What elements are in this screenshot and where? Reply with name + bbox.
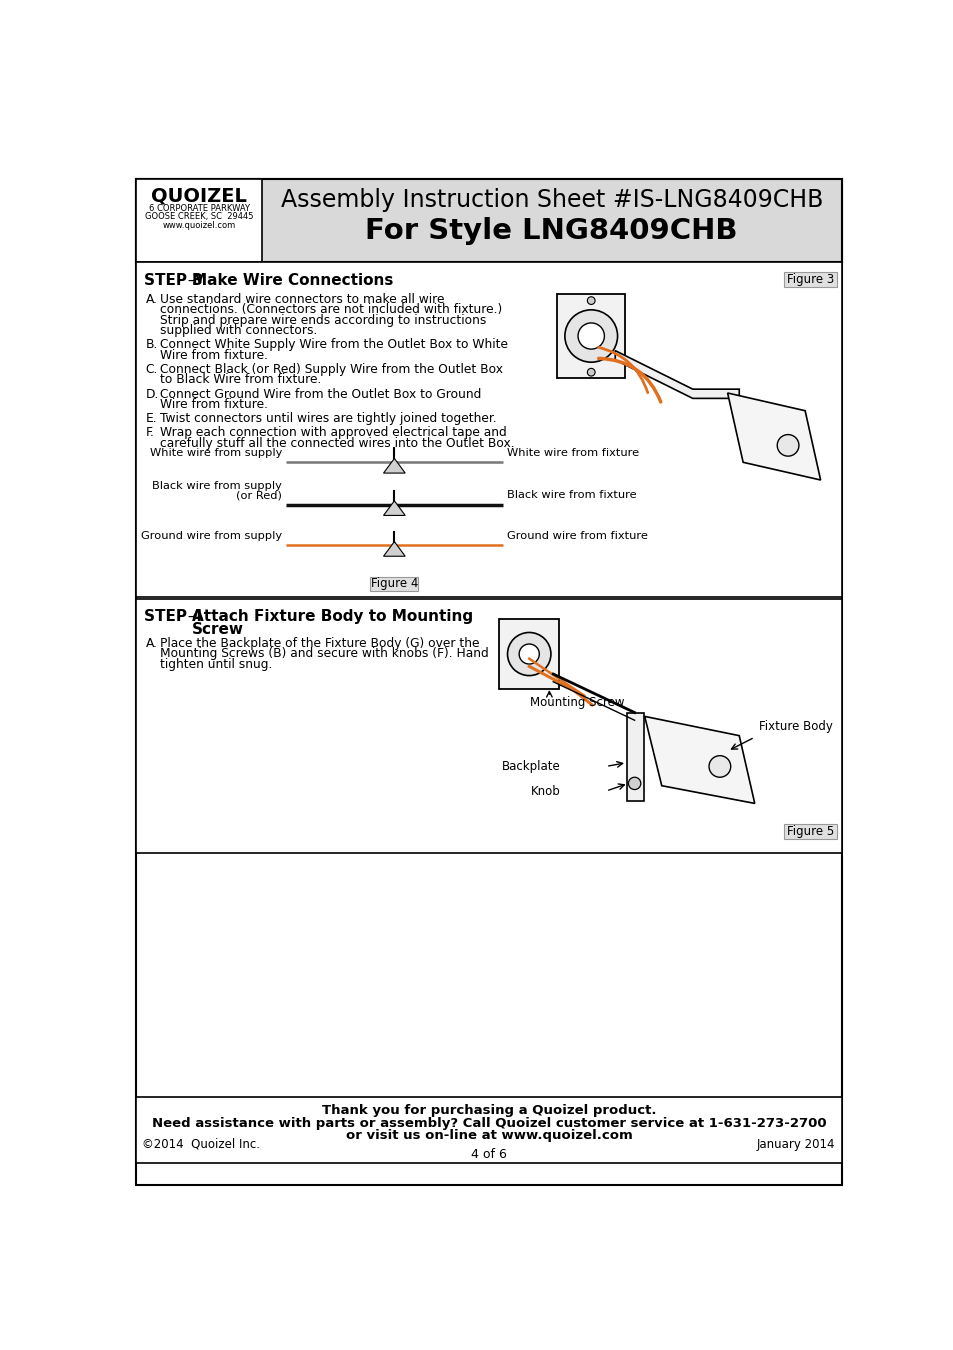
Text: E.: E. xyxy=(146,412,157,425)
Bar xyxy=(557,294,624,378)
Circle shape xyxy=(708,756,730,778)
Text: Ground wire from supply: Ground wire from supply xyxy=(141,531,282,541)
Text: Screw: Screw xyxy=(192,622,244,637)
Text: Connect White Supply Wire from the Outlet Box to White: Connect White Supply Wire from the Outle… xyxy=(159,339,507,351)
Text: White wire from fixture: White wire from fixture xyxy=(506,448,639,458)
Text: B.: B. xyxy=(146,339,158,351)
Text: connections. (Connectors are not included with fixture.): connections. (Connectors are not include… xyxy=(159,304,501,316)
Text: carefully stuff all the connected wires into the Outlet Box.: carefully stuff all the connected wires … xyxy=(159,437,514,450)
Circle shape xyxy=(564,310,617,362)
FancyArrowPatch shape xyxy=(598,358,660,402)
Bar xyxy=(783,273,836,286)
Text: STEP 4: STEP 4 xyxy=(144,609,203,624)
Text: Connect Black (or Red) Supply Wire from the Outlet Box: Connect Black (or Red) Supply Wire from … xyxy=(159,363,502,375)
Text: –: – xyxy=(183,609,200,624)
Circle shape xyxy=(777,435,798,456)
Text: Connect Ground Wire from the Outlet Box to Ground: Connect Ground Wire from the Outlet Box … xyxy=(159,387,480,401)
Polygon shape xyxy=(383,459,405,472)
Text: GOOSE CREEK, SC  29445: GOOSE CREEK, SC 29445 xyxy=(145,212,253,221)
Bar xyxy=(370,576,418,591)
Circle shape xyxy=(578,323,604,350)
Polygon shape xyxy=(615,351,739,398)
FancyArrowPatch shape xyxy=(598,347,647,393)
Text: Ground wire from fixture: Ground wire from fixture xyxy=(506,531,647,541)
Polygon shape xyxy=(383,541,405,556)
Text: Place the Backplate of the Fixture Body (G) over the: Place the Backplate of the Fixture Body … xyxy=(159,637,478,651)
Circle shape xyxy=(587,369,595,377)
Text: Wire from fixture.: Wire from fixture. xyxy=(159,398,267,410)
Polygon shape xyxy=(727,393,820,481)
Bar xyxy=(136,262,841,597)
Circle shape xyxy=(587,297,595,305)
Text: For Style LNG8409CHB: For Style LNG8409CHB xyxy=(365,217,738,246)
Text: F.: F. xyxy=(146,427,154,440)
Text: D.: D. xyxy=(146,387,159,401)
Bar xyxy=(136,1096,841,1162)
Text: Make Wire Connections: Make Wire Connections xyxy=(192,273,393,288)
Text: Figure 3: Figure 3 xyxy=(786,273,833,286)
Text: January 2014: January 2014 xyxy=(756,1138,835,1150)
Text: Figure 5: Figure 5 xyxy=(786,825,833,838)
Text: STEP 3: STEP 3 xyxy=(144,273,203,288)
Text: A.: A. xyxy=(146,293,157,306)
Text: www.quoizel.com: www.quoizel.com xyxy=(162,220,235,230)
Text: White wire from supply: White wire from supply xyxy=(150,448,282,458)
Text: Twist connectors until wires are tightly joined together.: Twist connectors until wires are tightly… xyxy=(159,412,496,425)
Circle shape xyxy=(518,644,538,664)
Text: 6 CORPORATE PARKWAY: 6 CORPORATE PARKWAY xyxy=(149,204,250,212)
Text: supplied with connectors.: supplied with connectors. xyxy=(159,324,316,338)
Text: C.: C. xyxy=(146,363,158,375)
Text: Backplate: Backplate xyxy=(501,760,560,774)
Text: Strip and prepare wire ends according to instructions: Strip and prepare wire ends according to… xyxy=(159,313,485,327)
Circle shape xyxy=(628,778,640,790)
Text: Assembly Instruction Sheet #IS-LNG8409CHB: Assembly Instruction Sheet #IS-LNG8409CH… xyxy=(280,188,822,212)
Circle shape xyxy=(507,632,550,675)
Text: Need assistance with parts or assembly? Call Quoizel customer service at 1-631-2: Need assistance with parts or assembly? … xyxy=(152,1116,825,1130)
Bar xyxy=(136,180,841,262)
Polygon shape xyxy=(644,717,754,803)
Text: A.: A. xyxy=(146,637,157,651)
Text: Black wire from supply: Black wire from supply xyxy=(152,481,282,491)
Text: 4 of 6: 4 of 6 xyxy=(471,1148,506,1161)
Polygon shape xyxy=(383,501,405,516)
Text: Wrap each connection with approved electrical tape and: Wrap each connection with approved elect… xyxy=(159,427,506,440)
Text: Mounting Screw: Mounting Screw xyxy=(530,695,624,709)
Bar xyxy=(783,825,836,838)
Text: Use standard wire connectors to make all wire: Use standard wire connectors to make all… xyxy=(159,293,443,306)
Text: ©2014  Quoizel Inc.: ©2014 Quoizel Inc. xyxy=(142,1138,260,1150)
Bar xyxy=(136,180,261,262)
Text: Thank you for purchasing a Quoizel product.: Thank you for purchasing a Quoizel produ… xyxy=(321,1104,656,1118)
Text: (or Red): (or Red) xyxy=(236,490,282,500)
Text: Black wire from fixture: Black wire from fixture xyxy=(506,490,636,500)
Text: or visit us on-line at www.quoizel.com: or visit us on-line at www.quoizel.com xyxy=(345,1129,632,1142)
Text: –: – xyxy=(183,273,200,288)
Text: Fixture Body: Fixture Body xyxy=(758,720,832,733)
Text: tighten until snug.: tighten until snug. xyxy=(159,657,272,671)
Bar xyxy=(626,713,643,801)
Text: Attach Fixture Body to Mounting: Attach Fixture Body to Mounting xyxy=(192,609,473,624)
Text: Knob: Knob xyxy=(531,784,560,798)
Bar xyxy=(136,598,841,853)
Text: QUOIZEL: QUOIZEL xyxy=(151,186,247,205)
Text: Mounting Screws (B) and secure with knobs (F). Hand: Mounting Screws (B) and secure with knob… xyxy=(159,648,488,660)
Text: Wire from fixture.: Wire from fixture. xyxy=(159,348,267,362)
Text: to Black Wire from fixture.: to Black Wire from fixture. xyxy=(159,374,320,386)
Bar xyxy=(498,618,558,690)
Text: Figure 4: Figure 4 xyxy=(371,578,417,590)
